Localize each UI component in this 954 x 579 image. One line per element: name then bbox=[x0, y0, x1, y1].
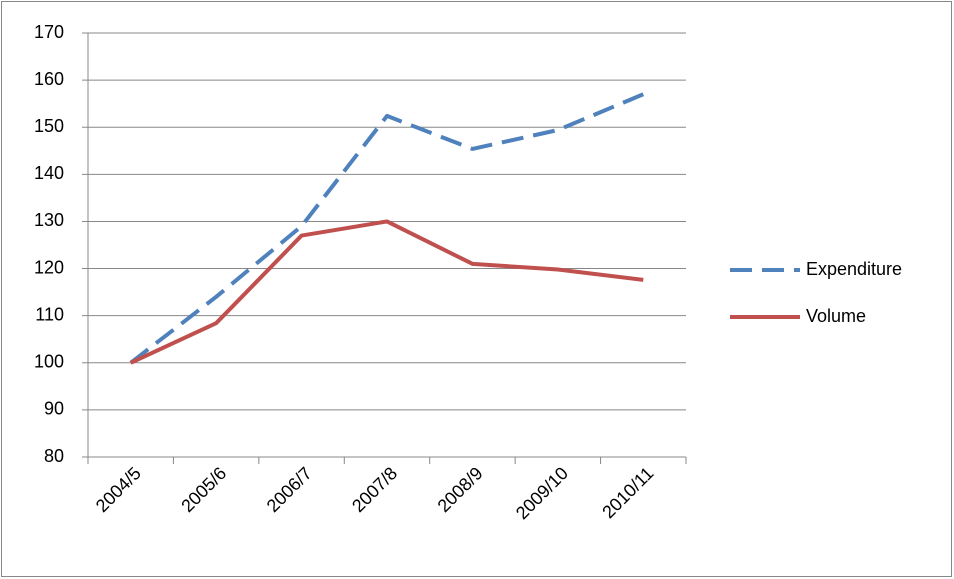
y-tick-label: 150 bbox=[34, 116, 64, 136]
y-tick-label: 170 bbox=[34, 22, 64, 42]
y-tick-label: 90 bbox=[44, 399, 64, 419]
y-tick-label: 160 bbox=[34, 69, 64, 89]
legend-label: Expenditure bbox=[806, 259, 902, 279]
y-tick-label: 120 bbox=[34, 257, 64, 277]
legend-label: Volume bbox=[806, 306, 866, 326]
data-line bbox=[129, 219, 644, 365]
y-tick-label: 80 bbox=[44, 446, 64, 466]
y-tick-label: 110 bbox=[35, 304, 64, 324]
y-tick-label: 140 bbox=[34, 163, 64, 183]
y-tick-label: 130 bbox=[34, 210, 64, 230]
data-line bbox=[129, 92, 645, 365]
y-tick-label: 100 bbox=[34, 352, 64, 372]
